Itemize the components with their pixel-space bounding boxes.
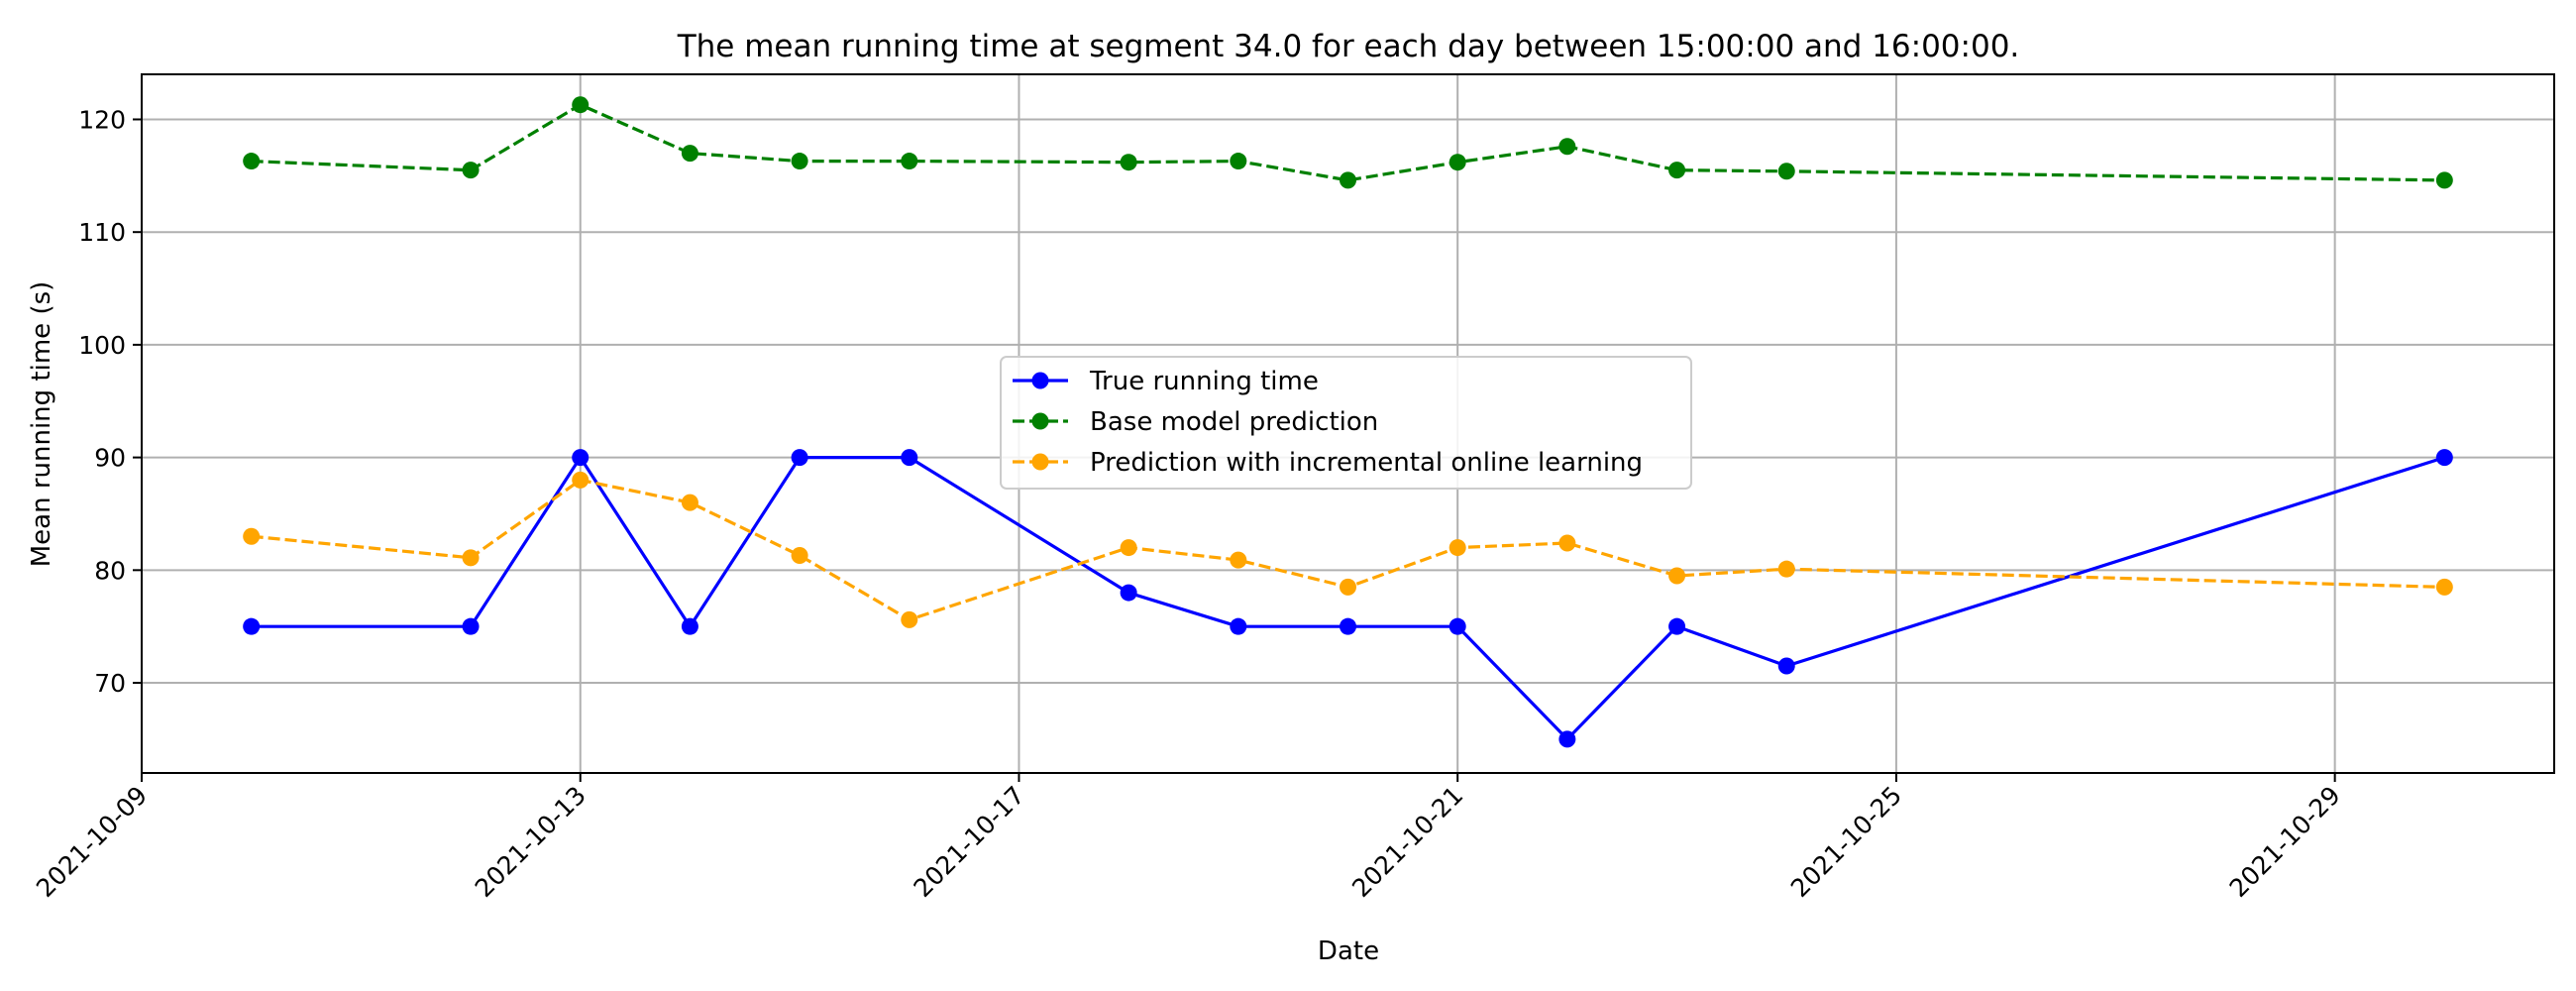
- data-point: [901, 153, 918, 170]
- series-1: [243, 449, 2453, 748]
- data-point: [462, 162, 480, 179]
- data-point: [901, 449, 918, 467]
- data-point: [681, 145, 698, 163]
- data-point: [2435, 578, 2453, 596]
- data-point: [1777, 657, 1795, 675]
- data-point: [1230, 153, 1247, 170]
- data-point: [1777, 560, 1795, 578]
- data-point: [1449, 617, 1466, 635]
- series-line: [251, 456, 2445, 741]
- data-point: [1340, 578, 1356, 596]
- y-tick-label: 90: [94, 444, 126, 473]
- data-point: [462, 617, 480, 635]
- legend-entries: True running time Base model prediction Pr…: [1013, 367, 1643, 478]
- series-line: [251, 478, 2445, 622]
- data-point: [1558, 534, 1576, 552]
- x-tick-label: 2021-10-21: [1346, 781, 1468, 903]
- data-point: [681, 617, 698, 635]
- data-point: [243, 527, 261, 545]
- data-point: [1558, 138, 1576, 156]
- data-point: [1230, 551, 1247, 569]
- axes: 70 80 90 100 110 120 2021-10-09 2021-10-13 2021-…: [31, 105, 2346, 902]
- series-2: [243, 96, 2453, 189]
- data-point: [1449, 154, 1466, 171]
- data-point: [243, 617, 261, 635]
- data-point: [2435, 171, 2453, 189]
- data-point: [572, 96, 590, 114]
- y-tick-label: 120: [78, 105, 126, 134]
- data-point: [2435, 449, 2453, 467]
- data-point: [1120, 154, 1137, 171]
- series-3: [243, 471, 2453, 628]
- data-point: [1777, 163, 1795, 180]
- data-point: [901, 610, 918, 628]
- grid-lines: [141, 74, 2554, 773]
- data-point: [1120, 584, 1137, 602]
- data-point: [1340, 171, 1356, 189]
- data-point: [791, 547, 808, 565]
- y-tick-label: 100: [78, 331, 126, 360]
- data-point: [1230, 617, 1247, 635]
- plot-frame: [141, 73, 2555, 774]
- legend-label: Prediction with incremental online learn…: [1090, 448, 1643, 478]
- y-axis-label: Mean running time (s): [27, 281, 56, 568]
- series-line: [251, 103, 2445, 182]
- chart-title: The mean running time at segment 34.0 fo…: [677, 29, 2020, 64]
- legend-box: [1000, 356, 1692, 490]
- legend-label: Base model prediction: [1090, 407, 1378, 437]
- y-tick-label: 110: [78, 218, 126, 247]
- y-tick-label: 70: [94, 669, 126, 698]
- legend-marker: [1031, 453, 1049, 471]
- data-point: [791, 153, 808, 170]
- legend-marker: [1031, 412, 1049, 430]
- x-tick-label: 2021-10-25: [1785, 781, 1907, 903]
- x-tick-label: 2021-10-13: [470, 781, 591, 903]
- legend: True running time Base model prediction Pr…: [1000, 356, 1692, 490]
- data-point: [572, 449, 590, 467]
- x-tick-label: 2021-10-17: [908, 781, 1029, 903]
- data-point: [1558, 730, 1576, 748]
- legend-label: True running time: [1089, 367, 1319, 396]
- data-point: [681, 494, 698, 511]
- data-point: [572, 471, 590, 489]
- legend-marker: [1031, 372, 1049, 389]
- x-tick-label: 2021-10-09: [31, 781, 153, 903]
- data-point: [791, 449, 808, 467]
- x-axis-label: Date: [1318, 936, 1379, 966]
- data-point: [243, 153, 261, 170]
- data-point: [1668, 567, 1686, 585]
- data-point: [1668, 162, 1686, 179]
- x-tick-label: 2021-10-29: [2224, 781, 2346, 903]
- y-tick-label: 80: [94, 556, 126, 585]
- data-point: [1340, 617, 1356, 635]
- series-layer: [243, 96, 2453, 748]
- data-point: [1449, 539, 1466, 557]
- data-point: [462, 549, 480, 567]
- data-point: [1668, 617, 1686, 635]
- data-point: [1120, 539, 1137, 557]
